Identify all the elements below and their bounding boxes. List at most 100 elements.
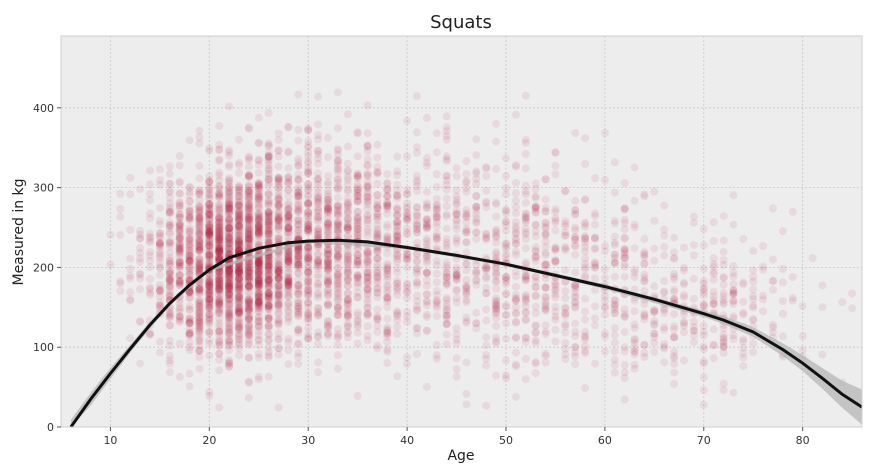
scatter-point: [195, 309, 204, 318]
scatter-point: [244, 296, 253, 305]
scatter-point: [848, 289, 857, 298]
scatter-point: [215, 326, 224, 335]
scatter-point: [660, 251, 669, 260]
scatter-point: [264, 274, 273, 283]
scatter-point: [185, 215, 194, 224]
scatter-point: [353, 244, 362, 253]
scatter-point: [294, 206, 303, 215]
scatter-point: [175, 210, 184, 219]
scatter-point: [264, 256, 273, 265]
scatter-point: [225, 202, 234, 211]
scatter-point: [235, 292, 243, 301]
scatter-point: [185, 318, 194, 326]
scatter-point: [205, 300, 214, 309]
scatter-point: [393, 236, 402, 245]
scatter-point: [235, 271, 243, 279]
scatter-point: [195, 319, 204, 328]
scatter-point: [749, 246, 758, 255]
scatter-point: [165, 228, 174, 237]
scatter-point: [205, 201, 214, 210]
scatter-point: [244, 242, 253, 251]
scatter-point: [195, 313, 204, 322]
scatter-point: [699, 279, 708, 288]
scatter-point: [640, 253, 649, 262]
scatter-point: [165, 313, 174, 322]
scatter-point: [195, 243, 204, 252]
scatter-point: [294, 258, 303, 267]
scatter-point: [274, 350, 283, 359]
scatter-point: [195, 244, 204, 253]
scatter-point: [254, 300, 263, 309]
scatter-point: [304, 334, 313, 343]
scatter-point: [175, 277, 184, 286]
scatter-point: [413, 186, 421, 195]
scatter-point: [511, 334, 520, 343]
scatter-point: [235, 240, 243, 248]
scatter-point: [205, 328, 214, 337]
scatter-point: [175, 252, 184, 261]
scatter-point: [205, 290, 214, 299]
scatter-point: [155, 284, 164, 293]
scatter-point: [116, 204, 125, 213]
scatter-point: [215, 226, 224, 235]
scatter-point: [264, 294, 273, 303]
scatter-point: [581, 233, 590, 242]
scatter-point: [511, 362, 520, 371]
scatter-point: [225, 284, 234, 292]
scatter-point: [492, 300, 501, 309]
scatter-point: [314, 120, 323, 129]
scatter-point: [670, 379, 679, 388]
scatter-point: [314, 154, 323, 163]
scatter-point: [205, 239, 214, 248]
scatter-point: [254, 270, 263, 279]
scatter-point: [126, 271, 135, 280]
scatter-point: [225, 227, 234, 236]
scatter-point: [215, 231, 224, 240]
scatter-point: [254, 264, 263, 273]
scatter-point: [304, 157, 313, 166]
scatter-point: [264, 321, 273, 330]
scatter-point: [195, 203, 204, 212]
scatter-point: [155, 204, 164, 213]
scatter-point: [175, 261, 184, 270]
scatter-point: [155, 239, 164, 248]
scatter-point: [324, 207, 332, 216]
scatter-point: [244, 271, 253, 280]
scatter-point: [264, 313, 273, 322]
scatter-point: [215, 246, 224, 255]
scatter-point: [274, 183, 283, 192]
scatter-point: [373, 153, 382, 162]
scatter-point: [225, 267, 234, 276]
scatter-point: [383, 186, 392, 194]
scatter-point: [185, 182, 194, 191]
scatter-point: [225, 160, 234, 169]
scatter-point: [304, 208, 313, 217]
scatter-point: [235, 300, 243, 308]
scatter-point: [175, 249, 184, 258]
scatter-point: [620, 313, 629, 321]
scatter-point: [294, 176, 303, 185]
scatter-point: [185, 251, 194, 260]
scatter-point: [442, 319, 451, 328]
scatter-point: [185, 255, 194, 263]
scatter-point: [324, 299, 332, 308]
scatter-point: [314, 230, 323, 239]
scatter-point: [264, 208, 273, 217]
scatter-point: [175, 262, 184, 271]
scatter-point: [195, 296, 204, 304]
scatter-point: [778, 264, 787, 273]
scatter-point: [235, 245, 243, 254]
scatter-point: [235, 291, 243, 300]
scatter-point: [215, 299, 224, 308]
scatter-point: [205, 193, 214, 202]
scatter-point: [215, 327, 224, 336]
scatter-point: [413, 350, 421, 358]
scatter-point: [155, 302, 164, 311]
scatter-point: [195, 204, 204, 213]
scatter-point: [324, 279, 332, 288]
scatter-point: [343, 268, 352, 277]
scatter-point: [195, 224, 204, 233]
scatter-point: [185, 242, 194, 251]
scatter-point: [314, 261, 323, 270]
